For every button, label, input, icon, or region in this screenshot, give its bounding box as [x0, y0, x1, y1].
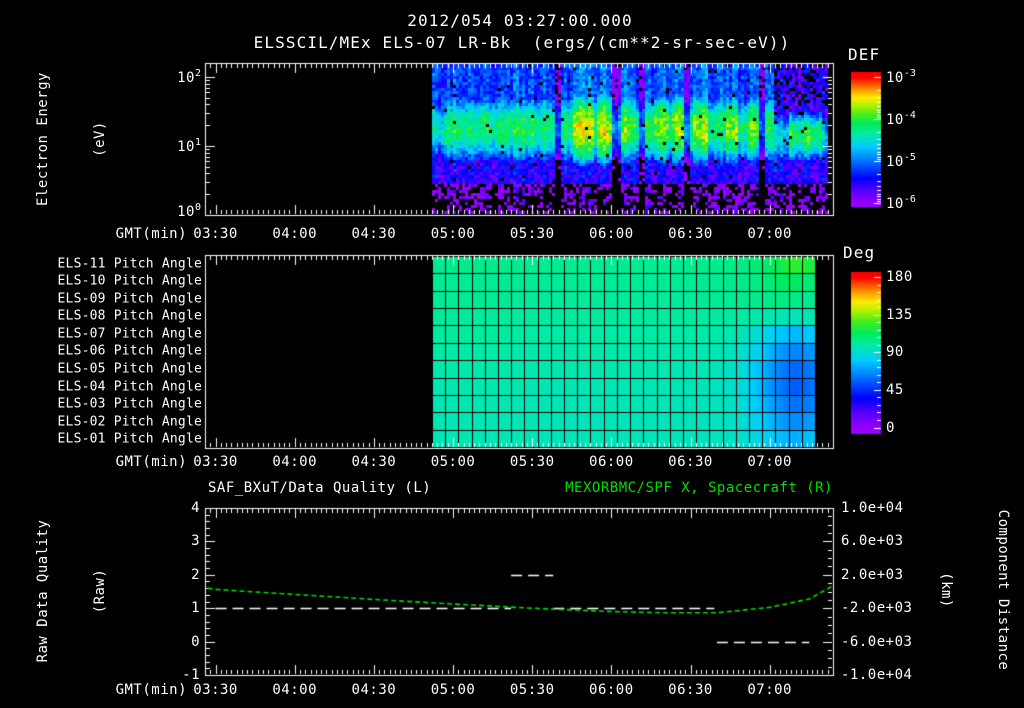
x-tick-label: 06:30 [668, 682, 713, 698]
x-tick-label: 04:30 [351, 682, 397, 698]
x-tick-label: 05:30 [509, 454, 555, 470]
quality-right-tick-label: 6.0e+03 [841, 533, 904, 550]
quality-y-axis-label-right-line1: Component Distance [995, 509, 1011, 671]
deg-colorbar-tick-label: 180 [886, 269, 913, 285]
gmt-axis-label: GMT(min) [115, 454, 187, 470]
instrument-title: ELSSCIL/MEx ELS-07 LR-Bk (ergs/(cm**2-sr… [253, 33, 791, 52]
quality-left-tick-label: 4 [191, 500, 200, 516]
deg-colorbar-tick-label: 0 [886, 419, 895, 436]
quality-right-tick-label: 1.0e+04 [841, 500, 904, 516]
x-tick-label: 05:30 [509, 226, 555, 242]
quality-right-tick-label: -1.0e+04 [841, 667, 913, 683]
x-tick-label: 03:30 [193, 226, 238, 242]
x-tick-label: 04:30 [351, 454, 397, 470]
pitch-row-label: ELS-09 Pitch Angle [57, 291, 202, 307]
pitch-row-label: ELS-05 Pitch Angle [57, 361, 202, 377]
quality-y-axis-label-right: Component Distance (km) [898, 510, 1024, 671]
quality-panel-left-title: SAF_BXuT/Data Quality (L) [208, 480, 432, 496]
quality-left-tick-label: 1 [191, 600, 200, 617]
def-colorbar-tick-label: 10-6 [886, 194, 916, 212]
quality-y-axis-label-left: Raw Data Quality (Raw) [0, 520, 148, 663]
quality-right-tick-label: -2.0e+03 [841, 600, 913, 617]
def-colorbar-title: DEF [848, 45, 881, 64]
x-tick-label: 06:30 [668, 454, 713, 470]
deg-colorbar-title: Deg [843, 243, 876, 262]
deg-colorbar-tick-label: 45 [886, 381, 904, 398]
pitch-row-label: ELS-07 Pitch Angle [57, 326, 202, 342]
quality-y-axis-label-left-line1: Raw Data Quality [35, 519, 51, 663]
x-tick-label: 04:00 [272, 682, 318, 698]
gmt-axis-label: GMT(min) [115, 682, 187, 698]
spectrogram-y-tick-label: 101 [177, 137, 201, 155]
x-tick-label: 03:30 [193, 454, 238, 470]
pitch-row-label: ELS-03 Pitch Angle [57, 396, 202, 412]
pitch-row-label: ELS-02 Pitch Angle [57, 414, 202, 430]
x-tick-label: 04:00 [272, 454, 318, 470]
x-tick-label: 07:00 [747, 682, 792, 698]
deg-colorbar-tick-label: 90 [886, 344, 904, 361]
x-tick-label: 06:00 [589, 682, 634, 698]
pitch-row-label: ELS-06 Pitch Angle [57, 343, 202, 359]
def-colorbar-tick-label: 10-3 [886, 68, 916, 86]
x-tick-label: 05:30 [509, 682, 555, 698]
x-tick-label: 04:00 [272, 226, 318, 242]
quality-left-tick-label: 3 [191, 533, 200, 550]
quality-left-tick-label: 0 [191, 633, 200, 650]
pitch-row-label: ELS-01 Pitch Angle [57, 431, 202, 447]
quality-y-axis-label-left-line2: (Raw) [92, 568, 108, 614]
spectrogram-y-axis-label: Electron Energy (eV) [0, 72, 148, 206]
pitch-row-label: ELS-11 Pitch Angle [57, 256, 202, 272]
quality-panel-right-title: MEXORBMC/SPF X, Spacecraft (R) [565, 480, 833, 496]
quality-left-tick-label: -1 [182, 667, 200, 683]
timestamp-title: 2012/054 03:27:00.000 [407, 11, 633, 30]
spectrogram-y-tick-label: 100 [177, 202, 201, 220]
quality-y-axis-label-right-line2: (km) [938, 572, 954, 608]
x-tick-label: 06:30 [668, 226, 713, 242]
pitch-row-label: ELS-04 Pitch Angle [57, 379, 202, 395]
x-tick-label: 07:00 [747, 226, 792, 242]
quality-left-tick-label: 2 [191, 566, 200, 583]
pitch-row-label: ELS-10 Pitch Angle [57, 273, 202, 289]
x-tick-label: 06:00 [589, 226, 634, 242]
x-tick-label: 06:00 [589, 454, 634, 470]
def-colorbar-tick-label: 10-5 [886, 152, 916, 170]
x-tick-label: 07:00 [747, 454, 792, 470]
pitch-row-label: ELS-08 Pitch Angle [57, 308, 202, 324]
x-tick-label: 05:00 [430, 454, 476, 470]
spectrogram-y-tick-label: 102 [177, 68, 201, 86]
spectrogram-y-axis-label-line2: (eV) [92, 121, 108, 157]
x-tick-label: 04:30 [351, 226, 397, 242]
gmt-axis-label: GMT(min) [115, 226, 187, 242]
spectrogram-y-axis-label-line1: Electron Energy [35, 72, 51, 206]
def-colorbar-tick-label: 10-4 [886, 110, 916, 128]
quality-right-tick-label: 2.0e+03 [841, 566, 904, 583]
deg-colorbar-tick-label: 135 [886, 306, 913, 323]
x-tick-label: 05:00 [430, 226, 476, 242]
quality-right-tick-label: -6.0e+03 [841, 633, 913, 650]
x-tick-label: 05:00 [430, 682, 476, 698]
x-tick-label: 03:30 [193, 682, 238, 698]
